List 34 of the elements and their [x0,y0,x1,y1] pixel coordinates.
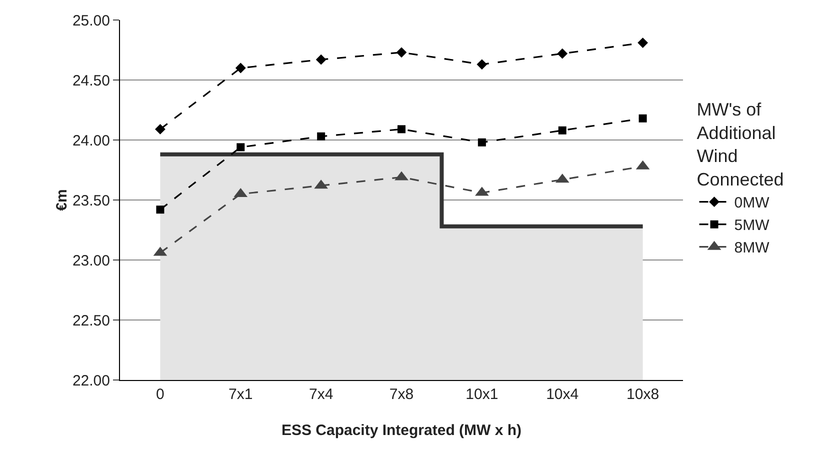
y-tick-label: 25.00 [72,12,110,30]
point [236,143,245,152]
point [316,54,326,65]
y-tick-label: 22.00 [72,372,110,390]
point [156,206,164,214]
y-axis-title: €m [53,189,70,211]
x-tick-label: 7x1 [228,386,253,403]
point [398,125,406,134]
point [476,59,488,70]
legend-label: 0MW [734,194,770,212]
legend-label: 8MW [734,240,770,257]
x-tick-label: 7x8 [389,386,414,403]
point [638,114,647,122]
y-tick-label: 24.00 [72,132,110,150]
y-tick-label: 22.50 [72,312,110,330]
x-tick-label: 10x8 [626,386,660,403]
x-tick-label: 0 [156,386,164,403]
point [155,124,166,134]
point [317,132,326,140]
x-tick-label: 10x4 [546,386,579,403]
y-tick-label: 24.50 [72,72,110,90]
point [235,62,246,74]
point [638,38,648,48]
point [396,47,407,58]
x-tick-label: 10x1 [466,386,498,403]
x-tick-label: 7x4 [308,386,334,403]
legend-title: MW's of Additional Wind Connected [696,99,784,190]
point [557,48,568,59]
x-axis-title: ESS Capacity Integrated (MW x h) [281,422,522,439]
y-tick-label: 23.00 [72,252,110,270]
legend-label: 5MW [734,217,770,234]
point [478,138,486,146]
point [558,126,566,134]
y-tick-label: 23.50 [72,192,110,210]
